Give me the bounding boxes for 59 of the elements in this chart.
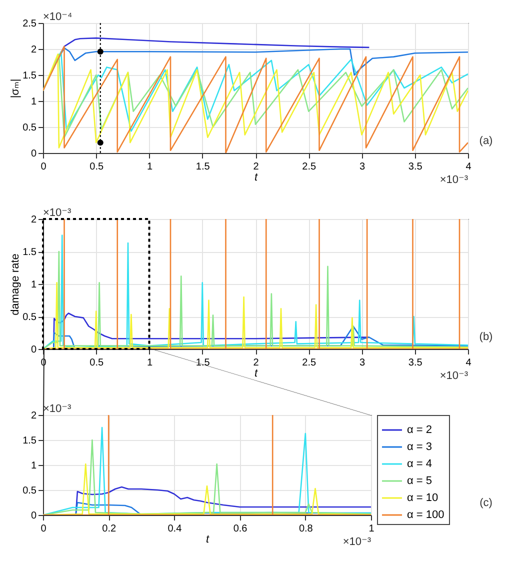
legend-label: α = 5 (407, 475, 432, 487)
x-tick-label: 3.5 (408, 358, 423, 368)
x-tick-label: 0.4 (168, 524, 182, 534)
x-tick-label: 0.5 (90, 162, 104, 172)
x-tick-label: 4 (466, 358, 472, 368)
text: ×10⁻⁴ (43, 11, 72, 23)
text: ×10⁻³ (342, 536, 372, 548)
x-tick-label: 1.5 (196, 358, 210, 368)
x-tick-label: 3.5 (408, 162, 423, 172)
y-axis-title: damage rate (10, 254, 22, 316)
y-tick-label: 0.5 (22, 122, 37, 134)
y-tick-label: 2 (30, 410, 37, 422)
y-tick-label: 0.5 (22, 312, 37, 323)
legend-label: α = 100 (407, 509, 444, 521)
text: (a) (479, 135, 493, 147)
text: (c) (480, 497, 492, 509)
x-tick-label: 1 (146, 358, 153, 368)
text: ×10⁻³ (43, 207, 72, 219)
x-tick-label: 0.6 (233, 524, 248, 534)
legend-label: α = 2 (407, 424, 432, 436)
x-tick-label: 2.5 (302, 358, 317, 368)
x-tick-label: 0 (40, 162, 47, 172)
y-tick-label: 0 (30, 510, 37, 522)
y-tick-label: 2 (30, 44, 37, 56)
x-tick-label: 3 (359, 162, 366, 172)
x-tick-label: 3 (359, 358, 366, 368)
x-axis-title: t (206, 534, 210, 546)
y-axis-title: |σₘ| (10, 78, 22, 98)
x-tick-label: 1.5 (196, 162, 210, 172)
x-tick-label: 2.5 (302, 162, 317, 172)
x-axis-title: t (254, 172, 258, 184)
x-tick-label: 2 (253, 358, 260, 368)
y-tick-label: 0 (30, 148, 37, 160)
y-tick-label: 1.5 (22, 436, 37, 446)
legend-label: α = 4 (407, 458, 432, 470)
x-tick-label: 0.8 (298, 524, 314, 534)
y-tick-label: 1 (30, 280, 37, 290)
text: (b) (479, 331, 493, 343)
x-tick-label: 0.2 (102, 524, 116, 534)
x-axis-title: t (254, 368, 258, 380)
x-tick-label: 4 (466, 162, 472, 172)
text: ×10⁻³ (440, 174, 468, 186)
y-tick-label: 1.5 (22, 70, 37, 82)
x-tick-label: 0.5 (90, 358, 104, 368)
x-tick-label: 1 (146, 162, 153, 172)
y-tick-label: 0 (30, 344, 37, 356)
y-tick-label: 2 (30, 214, 37, 226)
y-tick-label: 1.5 (22, 247, 37, 258)
y-tick-label: 1 (30, 96, 37, 108)
y-tick-label: 0.5 (22, 486, 37, 496)
y-tick-label: 1 (30, 460, 37, 472)
x-tick-label: 1 (368, 524, 375, 534)
text: ×10⁻³ (440, 370, 468, 382)
x-tick-label: 2 (253, 162, 260, 172)
y-tick-label: 2.5 (22, 18, 37, 30)
text: ×10⁻³ (43, 403, 72, 415)
legend-label: α = 10 (407, 492, 438, 504)
x-tick-label: 0 (40, 524, 47, 534)
legend-label: α = 3 (407, 441, 432, 453)
